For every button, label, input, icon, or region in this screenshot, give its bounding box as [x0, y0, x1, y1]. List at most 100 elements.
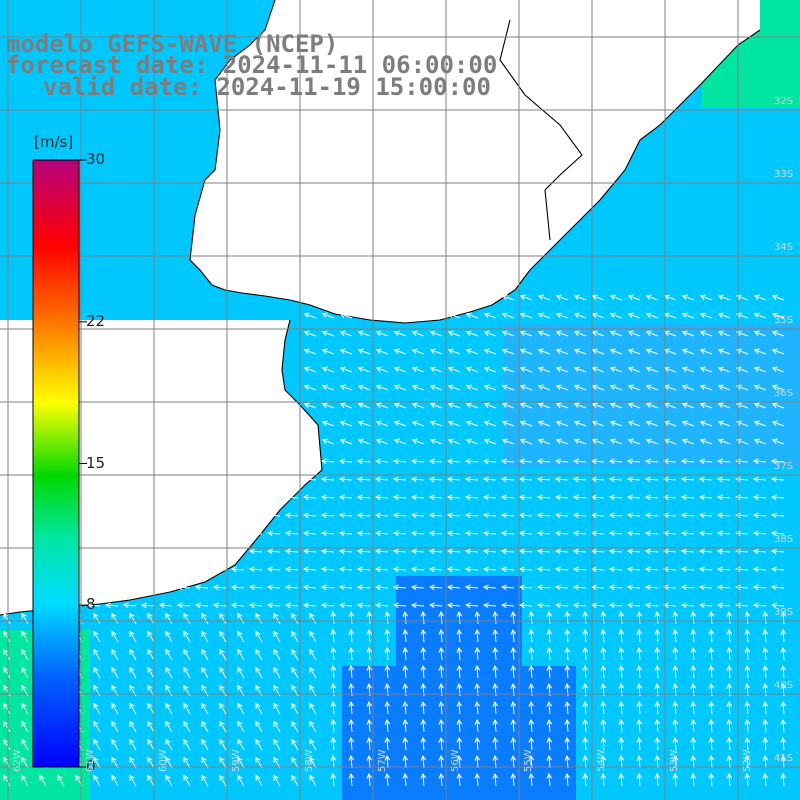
- sea-cell: [792, 738, 800, 756]
- wind-arrow: [555, 402, 569, 409]
- sea-cell: [702, 288, 720, 306]
- wind-arrow: [699, 512, 713, 519]
- sea-cell: [288, 324, 306, 342]
- wind-arrow: [231, 548, 245, 555]
- wind-arrow: [21, 720, 29, 733]
- wind-arrow: [339, 348, 353, 355]
- sea-cell: [54, 54, 72, 72]
- sea-cell: [216, 792, 234, 800]
- sea-cell: [792, 594, 800, 612]
- wind-arrow: [291, 702, 299, 715]
- sea-cell: [414, 342, 432, 360]
- sea-cell: [504, 450, 522, 468]
- wind-arrow: [165, 720, 173, 733]
- wind-arrow: [681, 312, 695, 319]
- wind-arrow: [501, 530, 515, 537]
- wind-arrow: [93, 702, 101, 715]
- sea-cell: [180, 270, 198, 288]
- sea-cell: [612, 684, 630, 702]
- wind-arrow: [303, 384, 317, 391]
- sea-cell: [594, 306, 612, 324]
- wind-arrow: [147, 630, 155, 643]
- wind-arrow: [321, 512, 335, 519]
- sea-cell: [522, 522, 540, 540]
- sea-cell: [630, 594, 648, 612]
- sea-cell: [666, 414, 684, 432]
- sea-cell: [342, 648, 360, 666]
- sea-cell: [630, 342, 648, 360]
- sea-cell: [54, 108, 72, 126]
- sea-cell: [522, 774, 540, 792]
- wind-arrow: [183, 756, 191, 769]
- sea-cell: [558, 666, 576, 684]
- sea-cell: [756, 540, 774, 558]
- sea-cell: [198, 54, 216, 72]
- sea-cell: [792, 504, 800, 522]
- sea-cell: [216, 594, 234, 612]
- wind-arrow: [231, 602, 245, 609]
- wind-arrow: [465, 294, 479, 301]
- sea-cell: [216, 36, 234, 54]
- sea-cell: [612, 180, 630, 198]
- sea-cell: [594, 576, 612, 594]
- wind-arrow: [726, 773, 733, 787]
- sea-cell: [738, 72, 756, 90]
- sea-cell: [774, 504, 792, 522]
- sea-cell: [540, 684, 558, 702]
- sea-cell: [144, 774, 162, 792]
- wind-arrow: [411, 438, 425, 445]
- wind-arrow: [717, 366, 731, 373]
- sea-cell: [558, 594, 576, 612]
- sea-cell: [792, 54, 800, 72]
- sea-cell: [468, 648, 486, 666]
- wind-arrow: [339, 494, 353, 501]
- sea-cell: [756, 252, 774, 270]
- wind-arrow: [291, 774, 299, 787]
- sea-cell: [738, 126, 756, 144]
- wind-arrow: [717, 530, 731, 537]
- sea-cell: [630, 774, 648, 792]
- wind-arrow: [123, 602, 137, 609]
- wind-arrow: [129, 648, 137, 661]
- sea-cell: [558, 684, 576, 702]
- sea-cell: [774, 162, 792, 180]
- sea-cell: [486, 540, 504, 558]
- sea-cell: [234, 594, 252, 612]
- wind-arrow: [528, 647, 535, 661]
- sea-cell: [288, 792, 306, 800]
- wind-arrow: [366, 629, 373, 643]
- sea-cell: [180, 180, 198, 198]
- wind-arrow: [465, 420, 479, 427]
- sea-cell: [360, 792, 378, 800]
- wind-arrow: [339, 602, 353, 609]
- wind-arrow: [321, 366, 335, 373]
- sea-cell: [324, 432, 342, 450]
- wind-arrow: [600, 773, 607, 787]
- wind-arrow: [219, 756, 227, 769]
- longitude-label: 61W: [85, 749, 96, 772]
- latitude-label: 39S: [774, 607, 794, 618]
- wind-arrow: [375, 494, 389, 501]
- sea-cell: [378, 702, 396, 720]
- sea-cell: [522, 360, 540, 378]
- sea-cell: [612, 378, 630, 396]
- wind-arrow: [375, 458, 389, 465]
- sea-cell: [306, 306, 324, 324]
- sea-cell: [126, 36, 144, 54]
- sea-cell: [522, 666, 540, 684]
- wind-arrow: [627, 402, 641, 409]
- sea-cell: [162, 72, 180, 90]
- sea-cell: [108, 306, 126, 324]
- sea-cell: [684, 468, 702, 486]
- sea-cell: [90, 270, 108, 288]
- wind-arrow: [321, 566, 335, 573]
- wind-arrow: [537, 476, 551, 483]
- wind-arrow: [357, 420, 371, 427]
- sea-cell: [378, 630, 396, 648]
- sea-cell: [18, 198, 36, 216]
- wind-arrow: [384, 611, 391, 625]
- sea-cell: [450, 414, 468, 432]
- sea-cell: [774, 720, 792, 738]
- sea-cell: [522, 306, 540, 324]
- sea-cell: [342, 360, 360, 378]
